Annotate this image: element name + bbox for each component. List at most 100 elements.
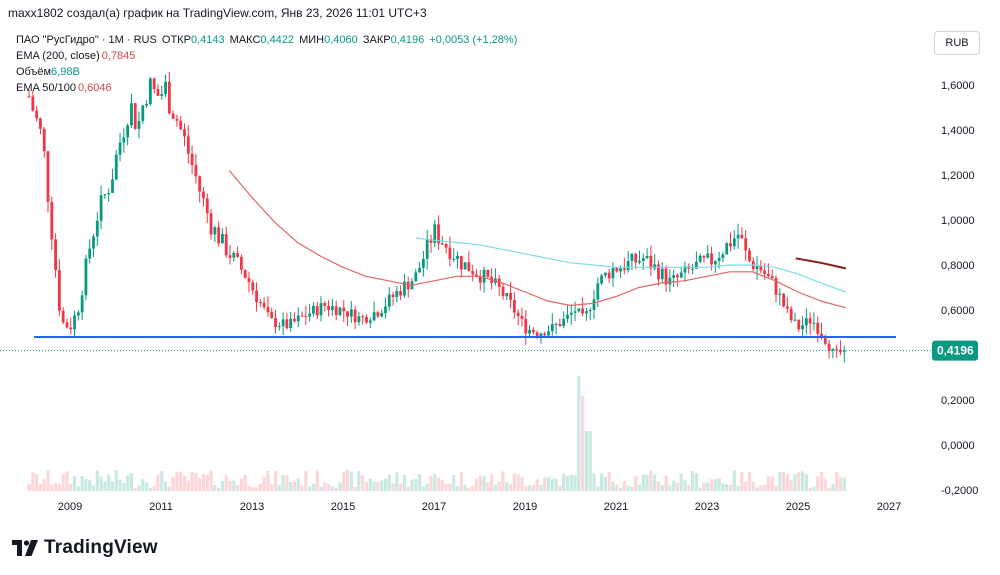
volume-bar <box>823 478 827 491</box>
volume-bar <box>493 484 498 491</box>
volume-row[interactable]: Объём6,98B <box>16 64 517 80</box>
symbol-name[interactable]: ПАО "РусГидро" · 1М · RUS <box>16 34 157 46</box>
volume-bar <box>395 472 399 491</box>
volume-bar <box>505 482 509 491</box>
candle <box>577 308 581 313</box>
candle <box>145 99 148 109</box>
candle <box>463 262 467 270</box>
x-tick-label: 2025 <box>786 501 810 513</box>
candle <box>414 268 418 282</box>
volume-bar <box>471 485 475 491</box>
volume-bar <box>577 376 581 491</box>
volume-bar <box>402 474 407 491</box>
volume-bar <box>319 487 323 491</box>
volume-bar <box>554 478 558 491</box>
volume-bar <box>361 475 365 491</box>
volume-bar <box>766 476 771 491</box>
tradingview-brand[interactable]: TradingView <box>12 537 158 559</box>
volume-bar <box>254 487 259 491</box>
candle <box>433 219 437 248</box>
ema50-value: 0,6046 <box>77 82 112 94</box>
candle <box>425 229 429 270</box>
candle <box>676 273 679 287</box>
candle <box>243 269 247 279</box>
volume-bar <box>57 483 61 491</box>
volume-bar <box>524 485 528 491</box>
volume-bar <box>137 485 141 491</box>
volume-bar <box>709 479 714 491</box>
volume-bar <box>129 473 134 491</box>
x-tick-label: 2019 <box>513 501 537 513</box>
volume-bar <box>69 483 73 491</box>
candle <box>133 102 137 130</box>
ema-line-ema-50[interactable] <box>228 170 846 309</box>
candle <box>380 309 384 318</box>
volume-bar <box>797 472 801 491</box>
volume-bar <box>664 475 668 491</box>
volume-bar <box>383 478 388 491</box>
candle <box>334 300 338 321</box>
candle <box>812 312 816 331</box>
candle <box>103 193 107 199</box>
ema-line-ema-100[interactable] <box>415 237 847 293</box>
ema50-row[interactable]: EMA 50/100 0,6046 <box>16 80 517 96</box>
volume-bar <box>838 477 843 491</box>
volume-bar <box>573 475 577 491</box>
candle <box>224 226 228 258</box>
volume-bar <box>91 485 96 491</box>
x-axis[interactable]: 2009 2011 2013 2015 2017 2019 2021 2023 2025 2027 <box>58 501 901 513</box>
candle <box>330 298 334 316</box>
candle <box>179 115 183 131</box>
y-tick-label: 1,0000 <box>941 215 975 227</box>
candle <box>266 296 270 317</box>
candle <box>808 312 812 335</box>
currency-button[interactable]: RUB <box>934 31 980 55</box>
volume-bar <box>637 484 642 491</box>
low-label: МИН <box>299 34 325 46</box>
ema-lines <box>228 170 847 309</box>
candle <box>80 290 84 321</box>
volume-bar <box>27 483 31 491</box>
volume-bar <box>273 470 278 491</box>
candle <box>365 314 368 325</box>
volume-bar <box>626 485 630 491</box>
candle <box>213 225 217 242</box>
volume-bar <box>497 481 501 491</box>
candle <box>114 149 118 181</box>
volume-bar <box>660 485 664 491</box>
ema-line-ema-200[interactable] <box>795 257 847 270</box>
volume-bar <box>213 484 217 491</box>
volume-bar <box>156 474 160 491</box>
candle <box>281 312 285 336</box>
candle <box>501 283 505 300</box>
volume-bar <box>508 484 513 491</box>
candle <box>437 215 440 250</box>
volume-bar <box>122 483 126 491</box>
y-tick-label: 1,2000 <box>941 170 975 182</box>
candle <box>209 209 213 240</box>
volume-bar <box>763 484 767 491</box>
candle <box>346 311 349 327</box>
volume-bar <box>713 479 717 491</box>
volume-bar <box>819 471 824 491</box>
y-axis[interactable]: 1,6000 1,4000 1,2000 1,0000 0,8000 0,6000 0,20… <box>941 80 978 497</box>
volume-bar <box>440 479 444 491</box>
candle <box>300 311 304 317</box>
volume-bar <box>198 478 202 491</box>
x-tick-label: 2013 <box>240 501 264 513</box>
candle <box>69 317 73 335</box>
volume-bar <box>103 481 107 491</box>
ema200-row[interactable]: EMA (200, close) 0,7845 <box>16 48 517 64</box>
volume-bar <box>653 474 657 491</box>
volume-bar <box>353 486 357 491</box>
candle <box>554 322 558 335</box>
volume-bar <box>232 480 236 491</box>
candle <box>816 316 820 343</box>
candle <box>395 286 399 303</box>
candle <box>39 117 42 135</box>
volume-bar <box>645 474 649 491</box>
volume-bar <box>338 482 342 491</box>
volume-bar <box>95 470 99 491</box>
candle <box>270 307 274 319</box>
